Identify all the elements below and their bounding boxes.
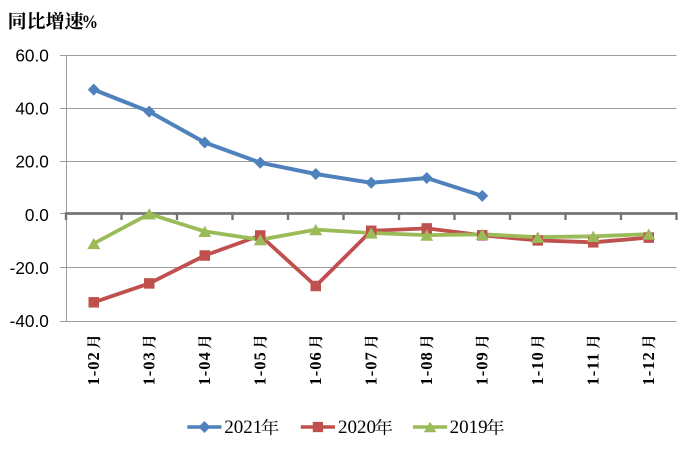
svg-text:1-05: 1-05: [251, 351, 270, 385]
svg-text:1-04: 1-04: [195, 351, 214, 385]
svg-text:1-09: 1-09: [473, 351, 492, 385]
svg-text:1-11: 1-11: [584, 352, 603, 385]
svg-text:20.0: 20.0: [15, 152, 48, 172]
svg-text:40.0: 40.0: [15, 99, 48, 119]
svg-text:2020: 2020: [338, 417, 376, 438]
svg-text:1-03: 1-03: [140, 351, 159, 385]
svg-text:1-08: 1-08: [417, 351, 436, 385]
svg-text:2019: 2019: [450, 417, 488, 438]
svg-text:%: %: [82, 11, 98, 33]
svg-text:1-02: 1-02: [84, 351, 103, 385]
svg-text:-40.0: -40.0: [10, 311, 49, 331]
svg-text:2021: 2021: [224, 417, 262, 438]
svg-text:1-12: 1-12: [639, 351, 658, 385]
svg-text:1-06: 1-06: [306, 351, 325, 385]
svg-text:1-07: 1-07: [362, 351, 381, 385]
svg-text:-20.0: -20.0: [10, 258, 49, 278]
svg-text:60.0: 60.0: [15, 45, 48, 65]
svg-text:1-10: 1-10: [528, 351, 547, 385]
svg-text:0.0: 0.0: [25, 205, 49, 225]
